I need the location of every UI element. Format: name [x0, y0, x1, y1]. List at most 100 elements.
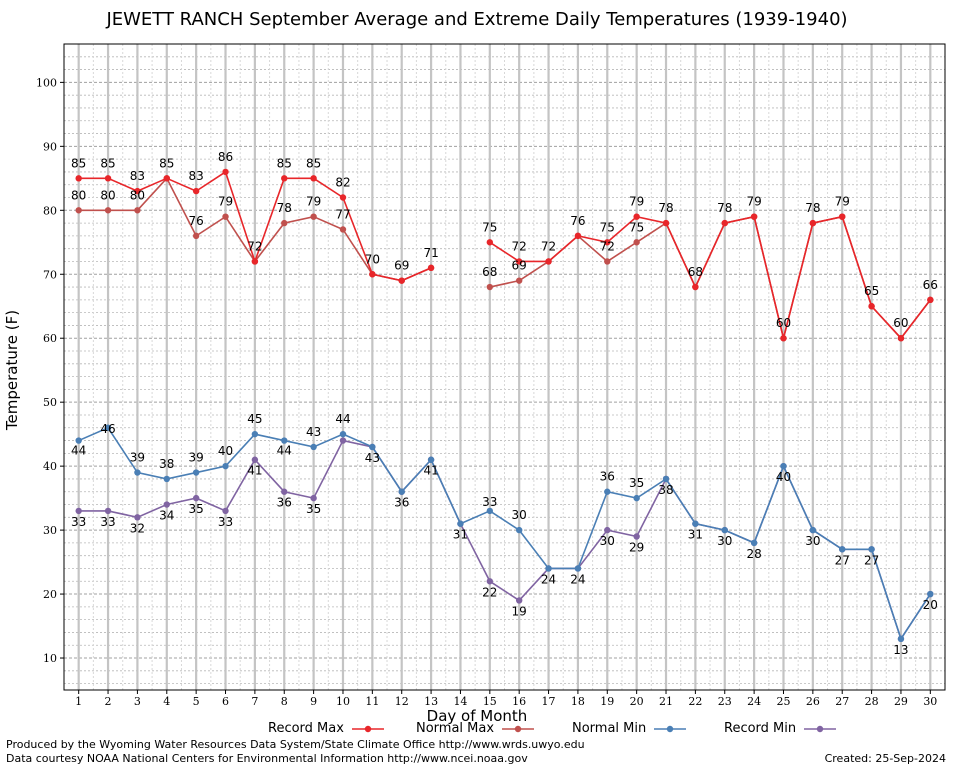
data-label: 27 [864, 553, 879, 567]
data-label: 40 [776, 470, 791, 484]
data-point [721, 526, 728, 534]
data-label: 29 [629, 540, 644, 554]
data-label: 39 [189, 451, 204, 465]
data-label: 85 [100, 156, 115, 170]
data-point [633, 213, 640, 220]
data-label: 44 [277, 444, 292, 458]
series-normal-min [75, 424, 934, 643]
data-point [281, 175, 288, 182]
chart-title: JEWETT RANCH September Average and Extre… [106, 9, 848, 30]
data-label: 35 [189, 502, 204, 516]
data-label: 78 [717, 201, 732, 215]
y-tick-label: 70 [43, 268, 57, 281]
data-point [310, 494, 317, 502]
data-label: 36 [277, 496, 292, 510]
data-point [809, 526, 817, 534]
x-tick-label: 9 [310, 695, 317, 708]
data-point [104, 175, 112, 182]
data-label: 33 [100, 515, 115, 529]
footer-produced: Produced by the Wyoming Water Resources … [6, 738, 585, 751]
data-point [222, 462, 229, 470]
data-label: 40 [218, 444, 233, 458]
data-point [780, 335, 787, 342]
data-point [427, 456, 435, 463]
x-tick-label: 11 [365, 695, 379, 708]
data-point [633, 494, 640, 502]
data-point [192, 187, 200, 195]
data-label: 71 [423, 246, 438, 260]
data-label: 36 [394, 496, 409, 510]
data-point [75, 175, 82, 182]
data-point [457, 520, 464, 527]
data-point [281, 488, 288, 495]
data-point [897, 335, 905, 342]
data-label: 38 [658, 483, 673, 497]
y-tick-label: 40 [43, 460, 57, 473]
data-point [604, 239, 611, 246]
data-point [281, 437, 288, 444]
legend: Record Max Normal Max Normal Min Record Min [0, 721, 954, 737]
data-label: 41 [247, 464, 262, 478]
data-point [369, 443, 376, 451]
footer-created: Created: 25-Sep-2024 [824, 752, 946, 765]
data-point [780, 462, 787, 470]
data-point [721, 219, 728, 227]
legend-swatch [351, 725, 384, 732]
x-tick-label: 12 [395, 695, 409, 708]
y-tick-label: 60 [43, 332, 57, 345]
x-tick-label: 20 [630, 695, 644, 708]
data-point [633, 533, 640, 540]
data-label: 75 [482, 220, 497, 234]
data-point [104, 424, 112, 431]
data-label: 69 [394, 259, 409, 273]
data-label: 85 [277, 156, 292, 170]
data-label: 27 [835, 553, 850, 567]
data-point [545, 565, 552, 572]
data-label: 68 [482, 265, 497, 279]
data-point [251, 430, 259, 438]
data-point [398, 277, 405, 284]
x-tick-label: 15 [483, 695, 497, 708]
data-label: 46 [100, 422, 115, 436]
legend-swatch [502, 725, 535, 732]
data-point [604, 526, 611, 534]
data-point [75, 207, 82, 214]
data-label: 85 [306, 156, 321, 170]
data-label: 43 [365, 451, 380, 465]
data-point [515, 277, 523, 284]
data-point [839, 546, 846, 553]
data-label: 36 [600, 470, 615, 484]
x-tick-label: 14 [453, 695, 467, 708]
data-label: 72 [600, 239, 615, 253]
data-point [750, 213, 758, 220]
x-tick-label: 30 [923, 695, 937, 708]
data-label: 77 [335, 207, 350, 221]
data-label: 76 [189, 214, 204, 228]
data-label: 33 [71, 515, 86, 529]
data-point [897, 635, 905, 643]
data-point [163, 475, 170, 483]
data-label: 28 [746, 547, 761, 561]
data-label: 20 [923, 598, 938, 612]
footer-courtesy: Data courtesy NOAA National Centers for … [6, 752, 528, 765]
data-point [604, 258, 611, 265]
y-tick-label: 50 [43, 396, 57, 409]
data-label: 41 [423, 464, 438, 478]
x-tick-label: 22 [688, 695, 702, 708]
data-label: 13 [893, 643, 908, 657]
x-tick-label: 10 [336, 695, 350, 708]
data-label: 60 [776, 316, 791, 330]
data-point [486, 283, 494, 291]
data-point [222, 213, 229, 220]
data-point [574, 232, 582, 240]
data-label: 72 [541, 239, 556, 253]
data-point [486, 239, 494, 246]
y-tick-label: 80 [43, 204, 57, 217]
data-point [222, 507, 229, 515]
data-label: 43 [306, 425, 321, 439]
data-label: 72 [512, 239, 527, 253]
data-point [427, 264, 435, 272]
data-label: 69 [512, 259, 527, 273]
data-label: 24 [570, 572, 585, 586]
